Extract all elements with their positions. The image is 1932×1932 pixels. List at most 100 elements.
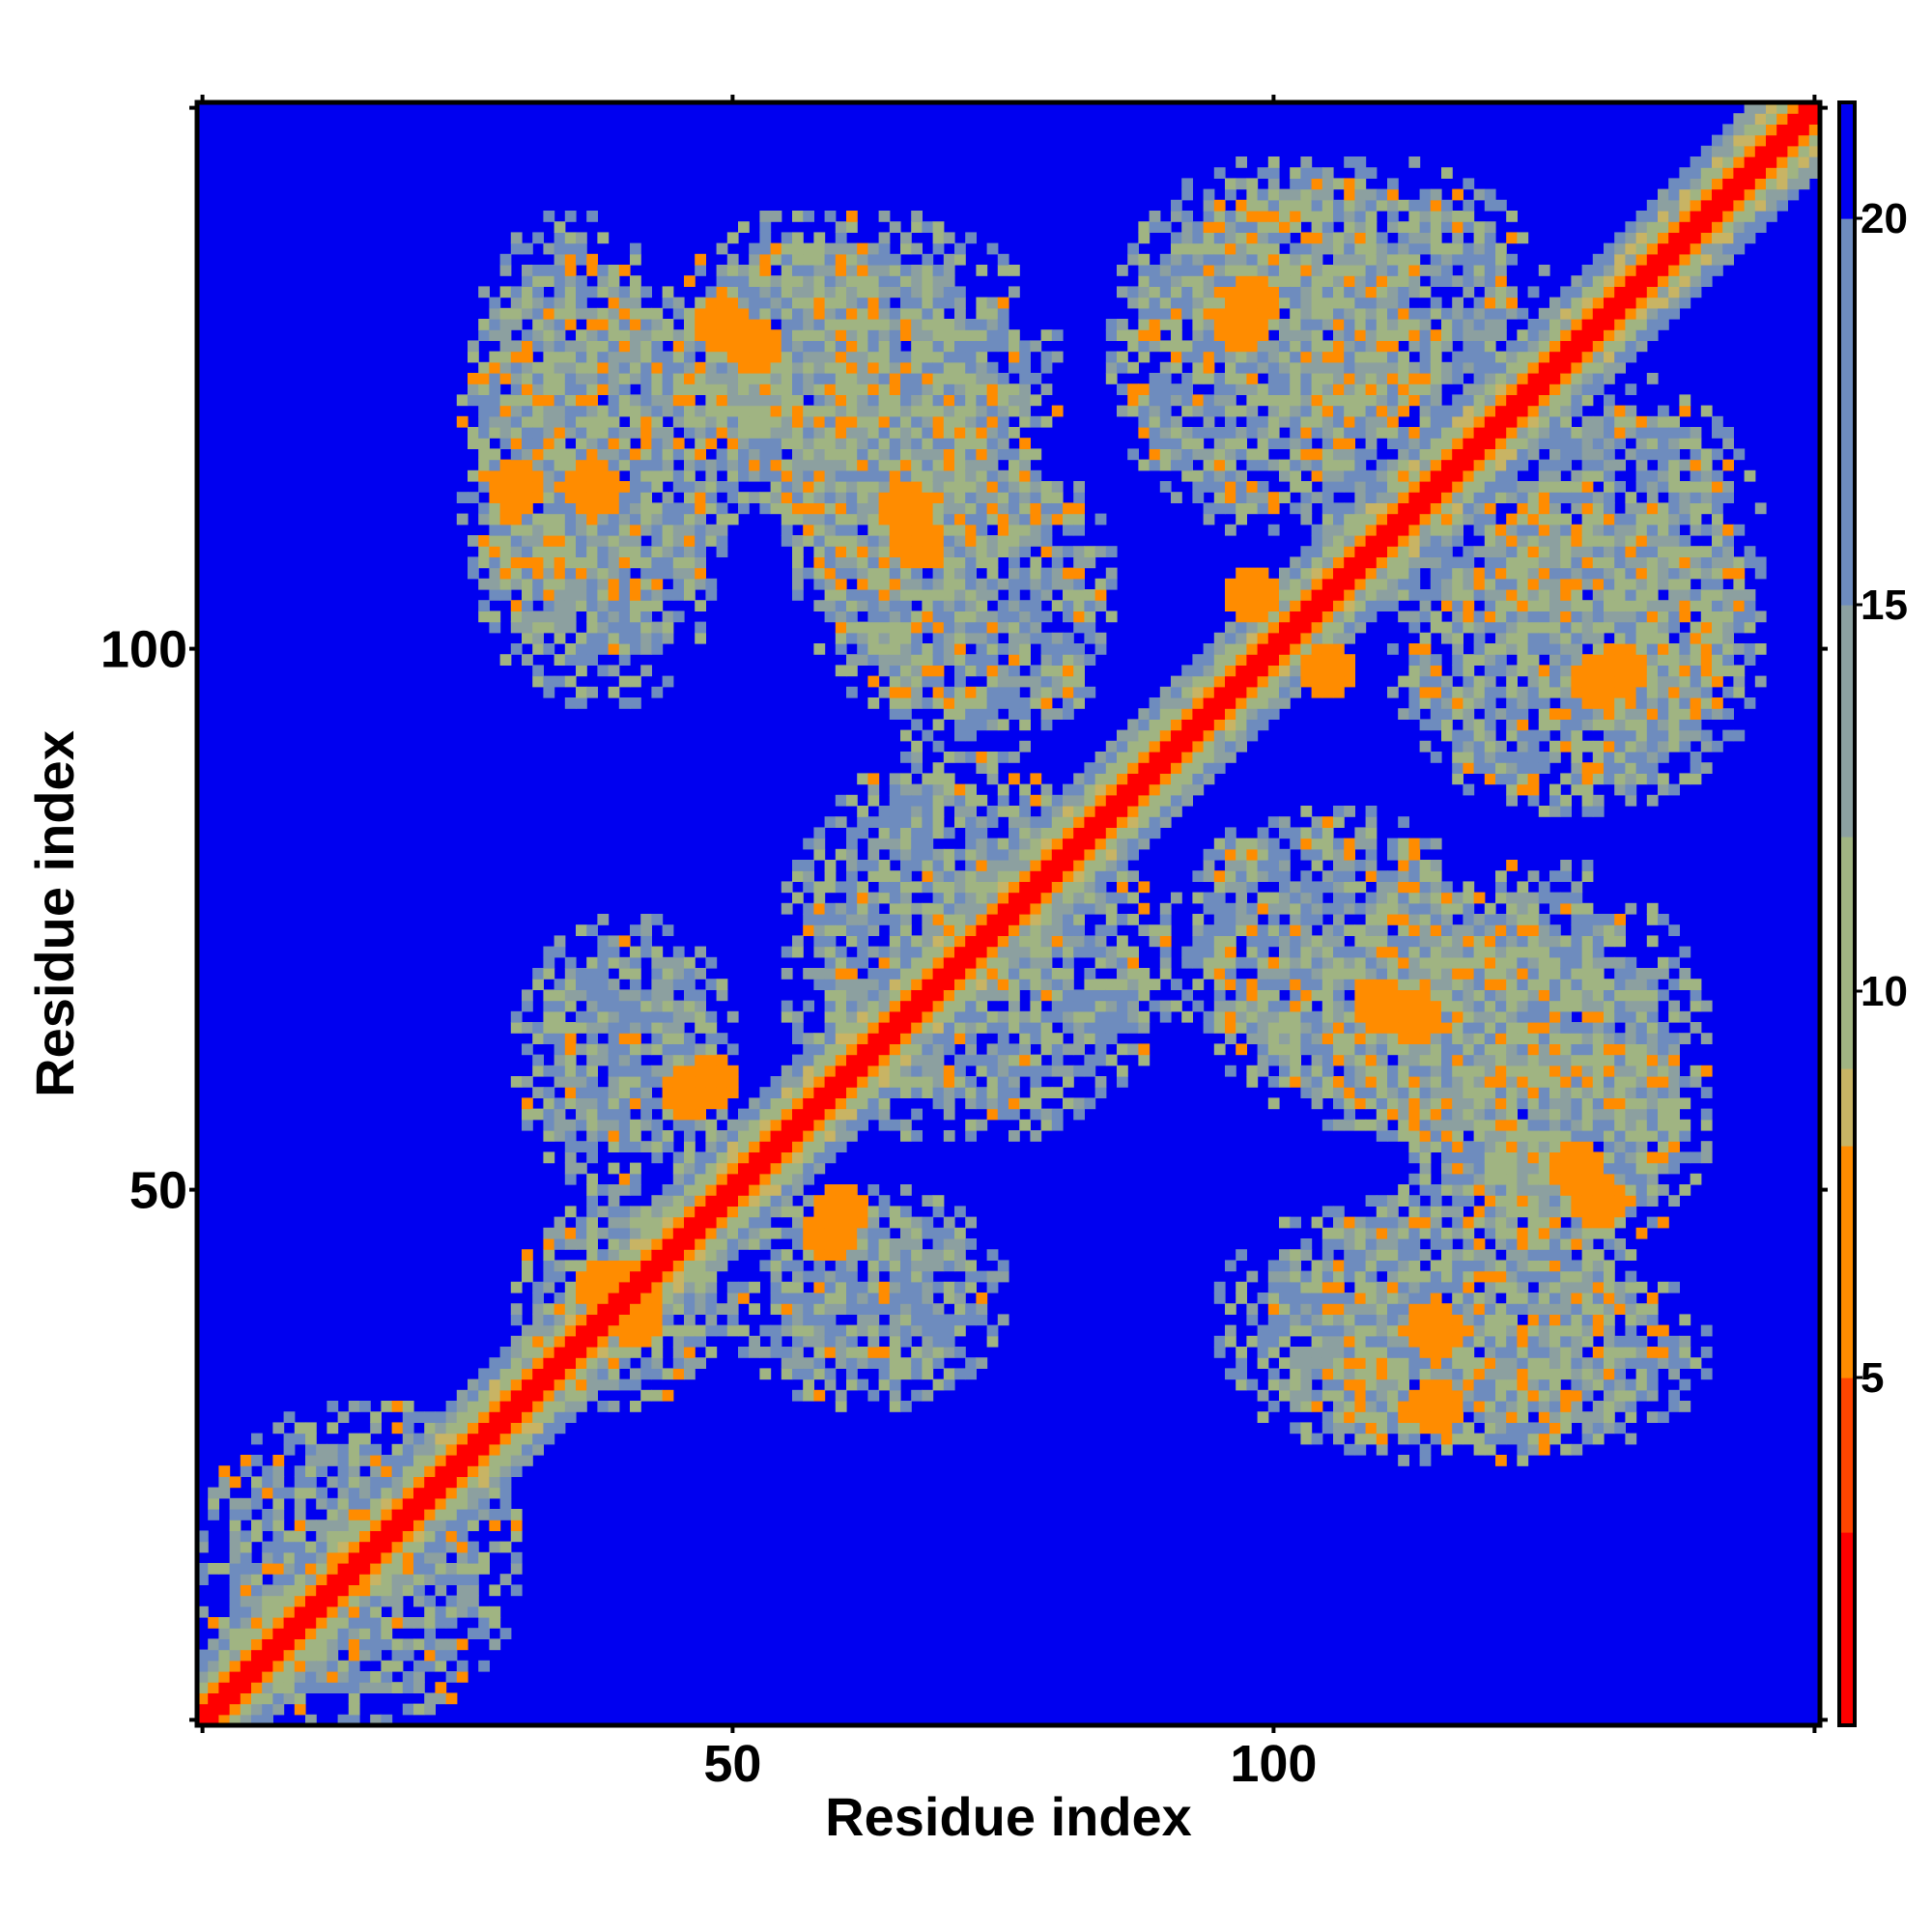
heatmap-cell [499,405,512,417]
heatmap-cell [522,1422,533,1435]
heatmap-cell [976,469,988,482]
heatmap-cell [1236,384,1247,395]
heatmap-cell [576,1108,587,1121]
heatmap-cell [1225,492,1236,503]
heatmap-cell [1117,286,1128,298]
heatmap-cell [522,567,533,580]
heatmap-cell [640,405,652,417]
heatmap-cell [1009,265,1020,276]
heatmap-cell [445,1692,458,1705]
heatmap-cell [846,1335,858,1348]
heatmap-cell [792,1357,804,1369]
heatmap-cell [651,1249,664,1261]
heatmap-cell [1019,535,1031,547]
heatmap-cell [630,1097,641,1110]
heatmap-cell [878,297,891,309]
heatmap-cell [1073,989,1085,1002]
heatmap-cell [781,1260,793,1272]
heatmap-cell [997,427,1009,439]
heatmap-cell [370,1520,382,1531]
heatmap-cell [672,1293,685,1304]
heatmap-cell [1009,1054,1020,1066]
heatmap-cell [997,870,1009,882]
heatmap-cell [1009,427,1020,439]
heatmap-cell [651,546,664,557]
heatmap-cell [770,307,782,320]
heatmap-cell [684,1043,696,1056]
heatmap-cell [672,1065,685,1077]
heatmap-cell [922,1324,934,1337]
heatmap-cell [792,1368,804,1380]
heatmap-cell [759,361,772,374]
heatmap-cell [803,1097,814,1110]
heatmap-cell [532,405,544,417]
heatmap-cell [954,816,966,828]
heatmap-cell [954,697,966,709]
heatmap-cell [510,1551,523,1564]
heatmap-cell [229,1563,242,1575]
heatmap-cell [857,621,868,634]
heatmap-cell [532,384,544,395]
heatmap-cell [532,1378,544,1391]
heatmap-cell [889,1314,901,1326]
heatmap-cell [846,989,858,1002]
heatmap-cell [640,286,652,298]
heatmap-cell [824,351,837,363]
heatmap-cell [792,319,804,330]
heatmap-cell [705,1043,718,1056]
heatmap-cell [445,1530,458,1543]
heatmap-cell [468,438,479,449]
heatmap-cell [1225,946,1236,958]
heatmap-cell [435,1605,447,1618]
heatmap-cell [976,956,988,969]
heatmap-cell [1203,253,1215,266]
heatmap-cell [1105,870,1118,882]
heatmap-cell [900,1000,912,1012]
heatmap-cell [943,265,955,276]
heatmap-cell [943,611,955,623]
heatmap-cell [749,1097,760,1110]
heatmap-cell [1084,935,1096,948]
heatmap-cell [316,1671,327,1683]
heatmap-cell [240,1541,252,1553]
heatmap-cell [726,1010,739,1023]
heatmap-cell [1159,448,1172,461]
heatmap-cell [846,1054,858,1066]
heatmap-cell [586,1033,598,1044]
heatmap-cell [813,1043,826,1056]
heatmap-cell [262,1692,273,1705]
heatmap-cell [316,1520,327,1531]
heatmap-cell [889,1378,901,1391]
heatmap-cell [662,1054,674,1066]
heatmap-cell [1236,502,1247,515]
heatmap-cell [976,1000,988,1012]
heatmap-cell [229,1476,242,1489]
heatmap-cell [640,1216,652,1229]
heatmap-cell [943,902,955,915]
heatmap-cell [695,567,706,580]
heatmap-cell [478,556,490,569]
heatmap-cell [1213,740,1226,753]
heatmap-cell [1063,892,1074,904]
heatmap-cell [1009,394,1020,407]
heatmap-cell [976,492,988,503]
heatmap-cell [759,1227,772,1239]
heatmap-cell [522,1389,533,1402]
heatmap-cell [878,968,891,980]
heatmap-cell [651,567,664,580]
heatmap-cell [327,1574,339,1585]
heatmap-cell [1030,448,1042,461]
heatmap-cell [695,1195,706,1207]
heatmap-cell [759,329,772,341]
heatmap-cell [976,1357,988,1369]
heatmap-cell [1225,719,1236,731]
heatmap-cell [824,427,837,439]
heatmap-cell [597,1249,610,1261]
heatmap-cell [986,394,999,407]
heatmap-cell [522,307,533,320]
heatmap-cell [943,860,955,871]
heatmap-cell [1181,265,1193,276]
heatmap-cell [986,502,999,515]
heatmap-cell [618,589,631,601]
heatmap-cell [262,1617,273,1629]
